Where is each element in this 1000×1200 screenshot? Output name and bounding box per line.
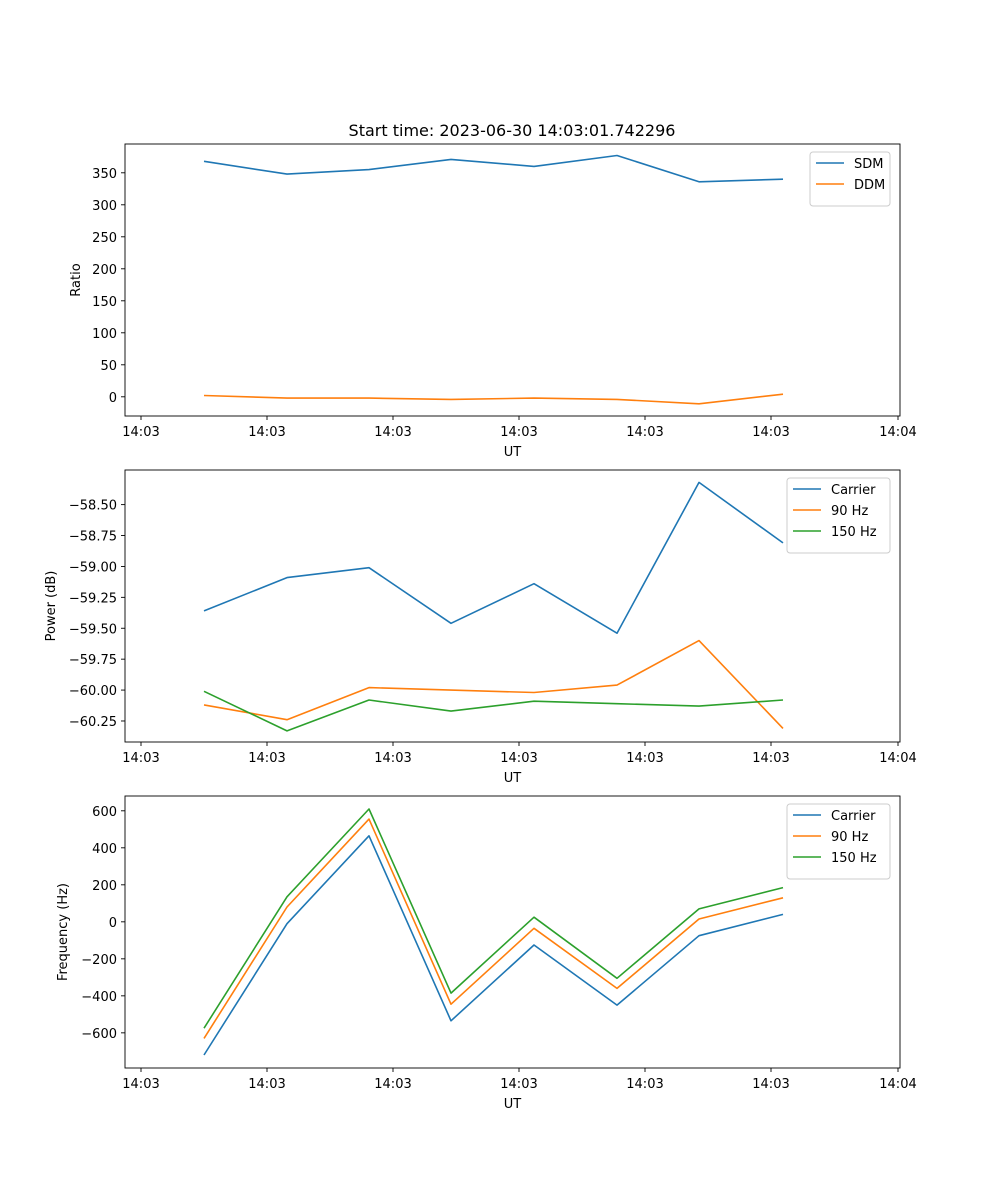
y-tick-label: −400 — [81, 990, 117, 1005]
panel-2: 14:03 14:03 14:03 14:03 14:03 14:03 14:04 −60.2… — [44, 469, 917, 786]
legend: Carrier 90 Hz 150 Hz — [786, 803, 891, 880]
x-tick-label: 14:03 — [374, 1077, 411, 1092]
y-tick-label: −60.00 — [69, 684, 117, 699]
x-axis-label: UT — [504, 771, 522, 786]
x-tick-label: 14:03 — [248, 751, 285, 766]
x-tick-label: 14:03 — [374, 425, 411, 440]
y-tick-label: 400 — [92, 842, 117, 857]
legend-box — [786, 803, 891, 880]
series-line-1-2 — [203, 393, 784, 405]
y-tick-label: 0 — [109, 916, 117, 931]
x-tick-label: 14:03 — [122, 1077, 159, 1092]
x-tick-label: 14:03 — [500, 751, 537, 766]
y-axis-label: Frequency (Hz) — [56, 883, 71, 981]
legend-label: 90 Hz — [831, 830, 868, 845]
legend-box — [786, 477, 891, 554]
legend-label: DDM — [854, 178, 885, 193]
x-axis-label: UT — [504, 445, 522, 460]
x-tick-label: 14:03 — [122, 425, 159, 440]
series-line-1-1 — [203, 154, 784, 183]
y-tick-label: −59.25 — [69, 591, 117, 606]
series-line-3-1 — [203, 834, 784, 1056]
x-axis-label: UT — [504, 1097, 522, 1112]
y-tick-label: −58.75 — [69, 530, 117, 545]
series-line-2-3 — [203, 690, 784, 732]
legend-label: 90 Hz — [831, 504, 868, 519]
series-line-3-2 — [203, 818, 784, 1039]
y-tick-label: −600 — [81, 1027, 117, 1042]
y-tick-label: 100 — [92, 327, 117, 342]
panel-3: 14:03 14:03 14:03 14:03 14:03 14:03 14:04 −600 −… — [56, 795, 917, 1112]
x-tick-label: 14:04 — [879, 1077, 916, 1092]
y-tick-label: −59.50 — [69, 622, 117, 637]
x-tick-label: 14:03 — [374, 751, 411, 766]
y-tick-label: −60.25 — [69, 715, 117, 730]
y-tick-label: 350 — [92, 167, 117, 182]
y-axis-label: Ratio — [69, 263, 84, 296]
y-tick-label: 600 — [92, 805, 117, 820]
legend-label: SDM — [854, 157, 883, 172]
y-tick-label: −59.75 — [69, 653, 117, 668]
x-tick-label: 14:03 — [752, 751, 789, 766]
x-tick-label: 14:03 — [248, 1077, 285, 1092]
y-tick-label: 0 — [109, 391, 117, 406]
chart-title: Start time: 2023-06-30 14:03:01.742296 — [349, 121, 676, 140]
legend-label: Carrier — [831, 483, 876, 498]
x-tick-label: 14:03 — [122, 751, 159, 766]
x-tick-label: 14:03 — [626, 751, 663, 766]
y-tick-label: −58.50 — [69, 499, 117, 514]
x-tick-label: 14:04 — [879, 751, 916, 766]
y-tick-label: 50 — [100, 359, 117, 374]
legend-box — [809, 151, 891, 207]
x-tick-label: 14:03 — [248, 425, 285, 440]
legend-label: 150 Hz — [831, 525, 877, 540]
legend: SDM DDM — [809, 151, 891, 207]
y-tick-label: 200 — [92, 263, 117, 278]
x-tick-label: 14:04 — [879, 425, 916, 440]
y-axis-label: Power (dB) — [44, 571, 59, 642]
y-tick-label: −200 — [81, 953, 117, 968]
legend: Carrier 90 Hz 150 Hz — [786, 477, 891, 554]
y-tick-label: 300 — [92, 199, 117, 214]
y-tick-label: −59.00 — [69, 560, 117, 575]
x-tick-label: 14:03 — [752, 1077, 789, 1092]
x-tick-label: 14:03 — [626, 1077, 663, 1092]
y-tick-label: 250 — [92, 231, 117, 246]
series-line-2-2 — [203, 639, 784, 729]
x-tick-label: 14:03 — [752, 425, 789, 440]
legend-label: 150 Hz — [831, 851, 877, 866]
plot-area-1 — [124, 143, 901, 417]
legend-label: Carrier — [831, 809, 876, 824]
series-line-3-3 — [203, 808, 784, 1029]
x-tick-label: 14:03 — [626, 425, 663, 440]
x-tick-label: 14:03 — [500, 1077, 537, 1092]
y-tick-label: 200 — [92, 879, 117, 894]
x-tick-label: 14:03 — [500, 425, 537, 440]
panel-1: 14:03 14:03 14:03 14:03 14:03 14:03 14:04 0 50 10… — [69, 143, 917, 460]
series-line-2-1 — [203, 481, 784, 635]
y-tick-label: 150 — [92, 295, 117, 310]
plot-area-3 — [124, 795, 901, 1069]
plot-area-2 — [124, 469, 901, 743]
